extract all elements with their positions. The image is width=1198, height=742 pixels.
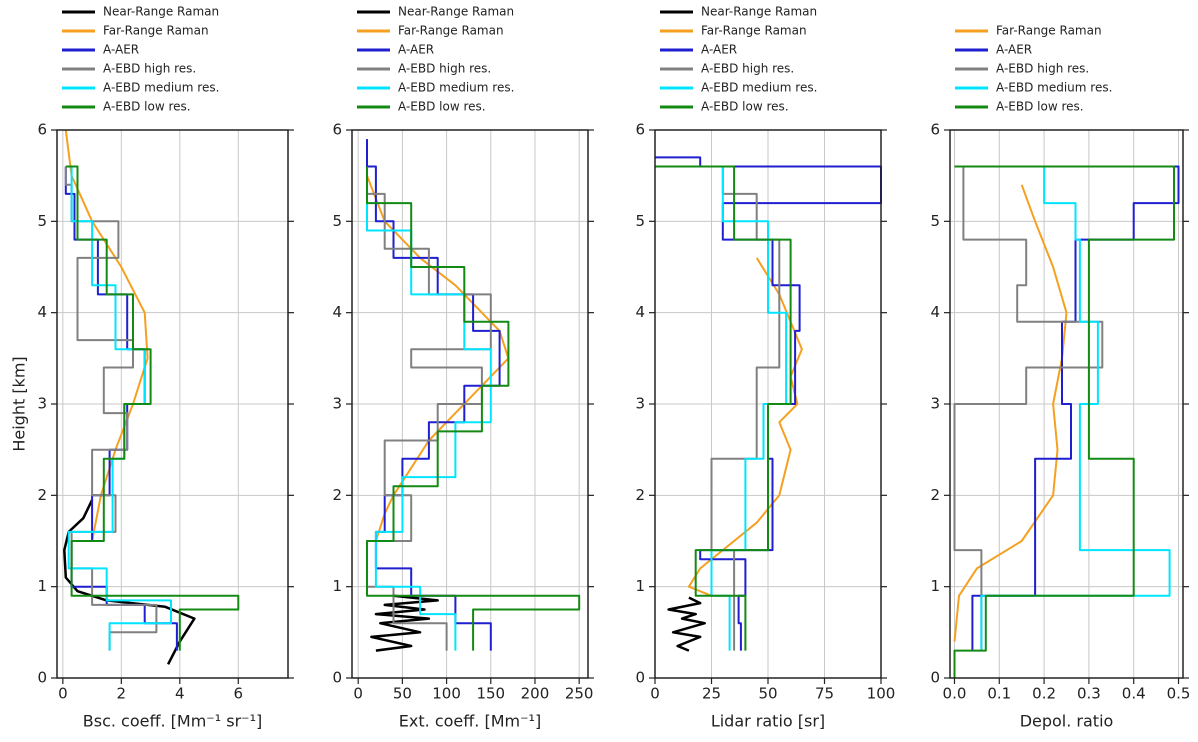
x-tick-label: 0 (58, 685, 68, 703)
profile-line (370, 594, 439, 652)
x-tick-label: 4 (175, 685, 185, 703)
x-tick-label: 150 (476, 685, 505, 703)
x-tick-label: 0 (353, 685, 363, 703)
y-tick-label: 1 (930, 577, 940, 595)
profile-line (980, 166, 1171, 651)
legend-label: A-EBD high res. (701, 62, 794, 76)
y-tick-label: 3 (332, 395, 342, 413)
x-axis-label: Depol. ratio (1020, 712, 1114, 731)
x-tick-label: 0.0 (943, 685, 967, 703)
axes-frame (654, 129, 882, 679)
y-tick-label: 0 (635, 669, 645, 687)
profile-line (710, 166, 788, 651)
y-tick-label: 0 (930, 669, 940, 687)
legend-label: A-AER (398, 43, 434, 57)
y-tick-label: 5 (332, 212, 342, 230)
y-tick-label: 4 (332, 303, 342, 321)
legend-label: A-EBD medium res. (701, 81, 817, 95)
x-tick-label: 75 (815, 685, 834, 703)
x-tick-label: 50 (758, 685, 777, 703)
y-tick-label: 2 (332, 486, 342, 504)
legend-label: A-EBD high res. (996, 62, 1089, 76)
x-tick-label: 100 (867, 685, 896, 703)
y-tick-label: 2 (930, 486, 940, 504)
x-tick-label: 0.4 (1122, 685, 1146, 703)
legend-label: Far-Range Raman (398, 24, 504, 38)
legend-label: Near-Range Raman (398, 5, 514, 19)
y-tick-label: 0 (37, 669, 47, 687)
x-axis-label: Bsc. coeff. [Mm⁻¹ sr⁻¹] (83, 712, 263, 731)
x-tick-label: 0.2 (1032, 685, 1056, 703)
profile-line (64, 129, 149, 542)
x-tick-label: 50 (393, 685, 412, 703)
profile-line (655, 165, 792, 651)
y-tick-label: 6 (635, 121, 645, 139)
y-tick-label: 5 (37, 212, 47, 230)
y-tick-label: 4 (37, 303, 47, 321)
profile-line (366, 166, 581, 651)
x-tick-label: 200 (521, 685, 550, 703)
legend-label: Far-Range Raman (103, 24, 209, 38)
x-tick-label: 6 (234, 685, 244, 703)
y-tick-label: 5 (635, 212, 645, 230)
y-tick-label: 2 (635, 486, 645, 504)
profile-line (667, 596, 706, 652)
y-tick-label: 1 (332, 577, 342, 595)
y-tick-label: 6 (930, 121, 940, 139)
legend-label: Near-Range Raman (103, 5, 219, 19)
legend-label: A-EBD low res. (103, 100, 191, 114)
profile-line (953, 166, 1104, 651)
profile-line (687, 257, 803, 597)
legend-label: A-AER (103, 43, 139, 57)
y-tick-label: 2 (37, 486, 47, 504)
legend-label: A-EBD low res. (996, 100, 1084, 114)
legend-label: A-EBD medium res. (398, 81, 514, 95)
y-tick-label: 6 (37, 121, 47, 139)
axes-frame (351, 129, 589, 679)
legend-label: A-AER (701, 43, 737, 57)
profile-line (65, 165, 240, 651)
profile-line (953, 165, 1175, 678)
x-tick-label: 2 (117, 685, 127, 703)
legend-label: Far-Range Raman (701, 24, 807, 38)
profile-line (366, 139, 501, 651)
y-tick-label: 6 (332, 121, 342, 139)
y-tick-label: 4 (635, 303, 645, 321)
x-tick-label: 0.3 (1077, 685, 1101, 703)
y-axis-label: Height [km] (10, 356, 29, 451)
x-tick-label: 100 (432, 685, 461, 703)
profile-line (64, 166, 158, 651)
profile-line (366, 175, 510, 542)
profile-line (953, 184, 1068, 642)
y-tick-label: 0 (332, 669, 342, 687)
profile-line (63, 499, 196, 665)
legend-label: A-AER (996, 43, 1032, 57)
y-tick-label: 3 (635, 395, 645, 413)
legend-label: A-EBD medium res. (103, 81, 219, 95)
profile-line (366, 166, 492, 651)
y-tick-label: 1 (635, 577, 645, 595)
legend-label: A-EBD high res. (398, 62, 491, 76)
y-tick-label: 4 (930, 303, 940, 321)
x-tick-label: 250 (565, 685, 594, 703)
x-tick-label: 0 (650, 685, 660, 703)
y-tick-label: 3 (37, 395, 47, 413)
legend-label: A-EBD medium res. (996, 81, 1112, 95)
legend-label: A-EBD low res. (398, 100, 486, 114)
x-axis-label: Lidar ratio [sr] (711, 712, 825, 731)
legend-label: Near-Range Raman (701, 5, 817, 19)
legend-label: A-EBD high res. (103, 62, 196, 76)
x-axis-label: Ext. coeff. [Mm⁻¹] (399, 712, 541, 731)
y-tick-label: 5 (930, 212, 940, 230)
legend-label: A-EBD low res. (701, 100, 789, 114)
y-tick-label: 1 (37, 577, 47, 595)
x-tick-label: 0.1 (987, 685, 1011, 703)
axes-frame (949, 129, 1184, 679)
y-tick-label: 3 (930, 395, 940, 413)
x-tick-label: 25 (702, 685, 721, 703)
axes-frame (56, 129, 289, 679)
legend-label: Far-Range Raman (996, 24, 1102, 38)
x-tick-label: 0.5 (1167, 685, 1191, 703)
